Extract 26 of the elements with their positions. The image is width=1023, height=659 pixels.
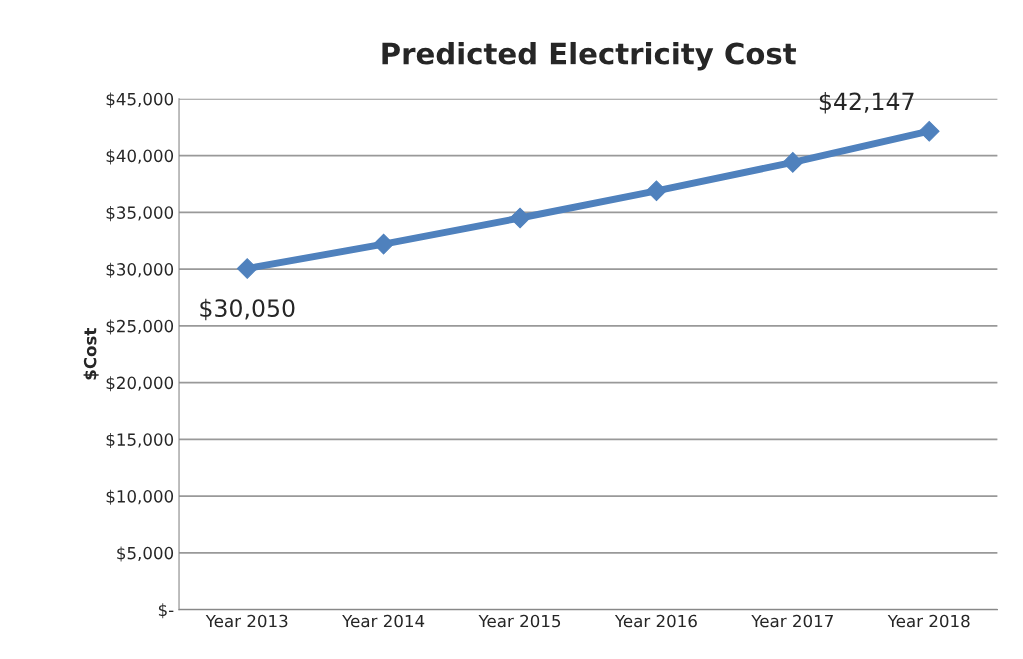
x-tick-label: Year 2015 (478, 614, 561, 628)
point (918, 120, 940, 142)
point (646, 180, 667, 202)
text: $30,050 (200, 298, 295, 321)
y-tick-label: $45,000 (106, 92, 174, 108)
y-tick-label: $25,000 (106, 319, 174, 335)
y-tick-label: $35,000 (106, 206, 174, 222)
x-tick-label: Year 2016 (614, 614, 697, 628)
point (509, 207, 531, 229)
chart-title: Predicted Electricity Cost (382, 41, 797, 71)
y-tick-label: $15,000 (106, 433, 174, 449)
y-tick-label: $5,000 (117, 546, 174, 562)
y-tick-label: $30,000 (106, 262, 174, 278)
text: $42,147 (819, 92, 914, 114)
y-tick-label: $40,000 (106, 149, 174, 165)
y-tick-label: $10,000 (106, 489, 174, 505)
point (373, 233, 394, 255)
x-tick-label: Year 2013 (205, 614, 288, 628)
point (236, 258, 258, 279)
x-tick-label: Year 2018 (887, 614, 970, 628)
point (782, 152, 804, 173)
x-tick-label: Year 2017 (751, 614, 833, 628)
y-tick-label: $- (158, 603, 174, 619)
x-tick-label: Year 2014 (342, 614, 425, 628)
y-axis-title: $Cost (83, 328, 99, 380)
y-tick-label: $20,000 (106, 376, 174, 392)
